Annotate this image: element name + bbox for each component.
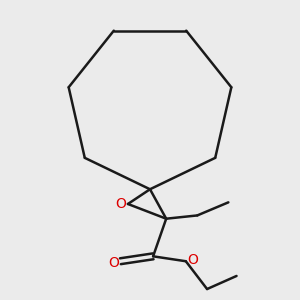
Text: O: O [108, 256, 118, 270]
Text: O: O [115, 197, 126, 211]
Text: O: O [188, 253, 199, 267]
